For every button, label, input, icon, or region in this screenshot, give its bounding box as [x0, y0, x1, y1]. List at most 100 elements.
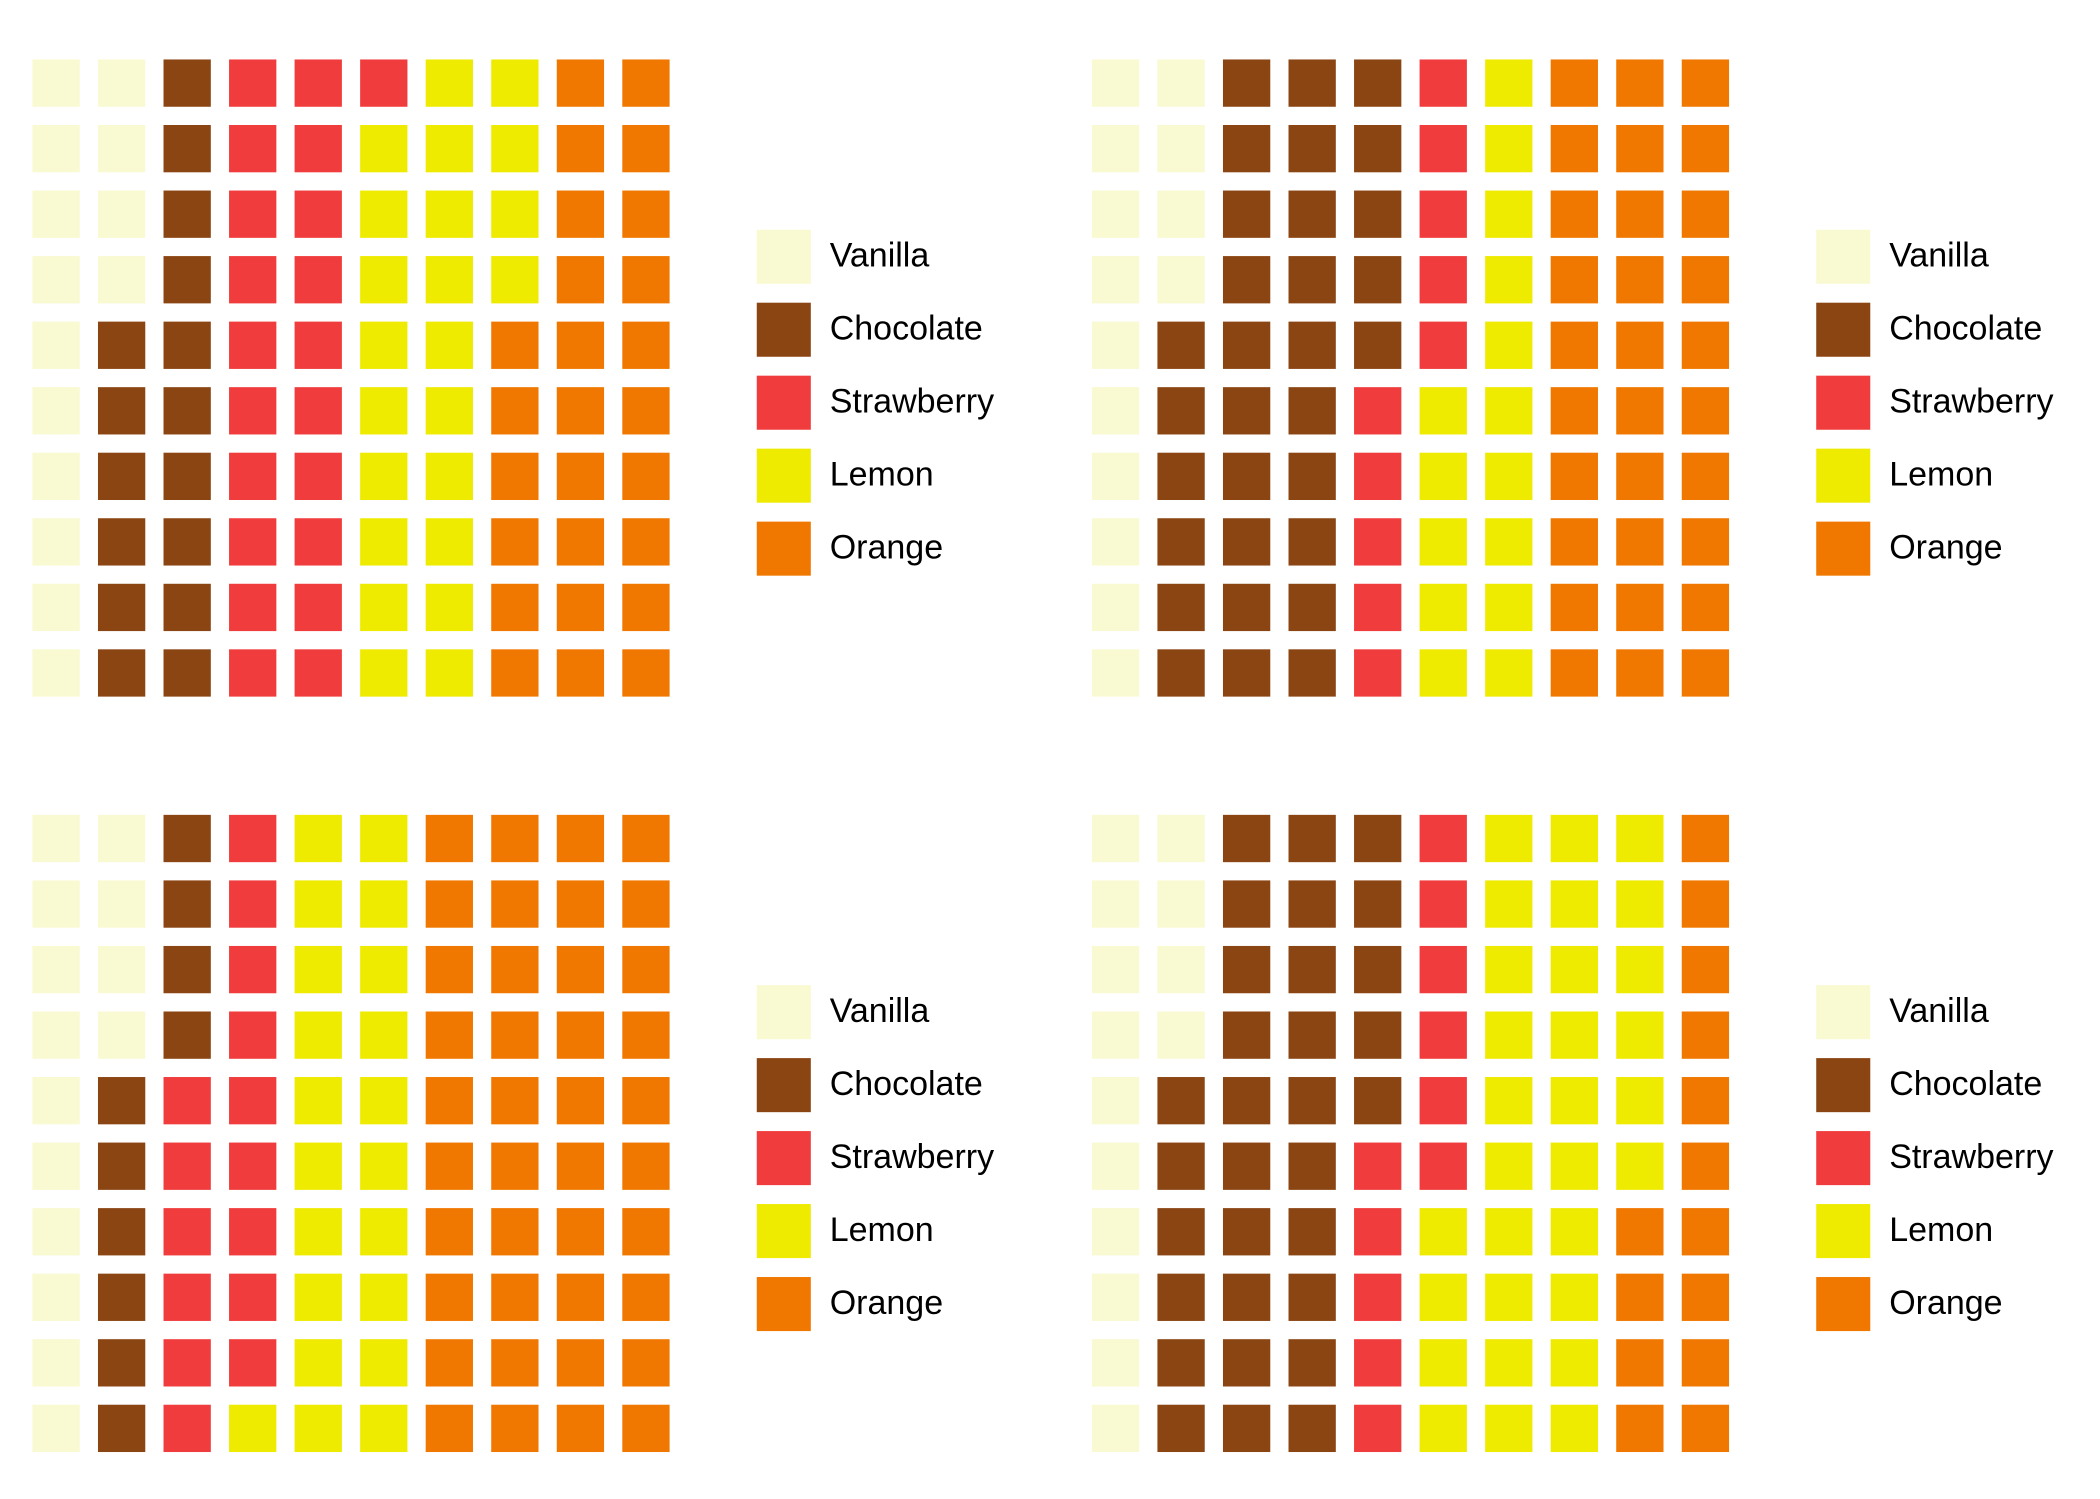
waffle-cell-chocolate [1288, 125, 1336, 173]
waffle-cell-chocolate [1222, 1339, 1271, 1387]
waffle-cell-vanilla [97, 880, 146, 928]
waffle-cell-strawberry [229, 945, 277, 994]
waffle-cell-chocolate [1222, 945, 1271, 994]
waffle-cell-lemon [1616, 945, 1664, 994]
waffle-cell-chocolate [1288, 1077, 1336, 1125]
waffle-cell-strawberry [229, 452, 277, 500]
waffle-panel-2: Vanilla Chocolate Strawberry Lemon Orange [1091, 59, 2054, 697]
waffle-cell-orange [1550, 649, 1598, 697]
waffle-cell-orange [1550, 59, 1598, 107]
waffle-cell-vanilla [1091, 321, 1140, 369]
waffle-cell-lemon [360, 1208, 408, 1256]
waffle-cell-strawberry [1354, 1404, 1402, 1453]
waffle-cell-lemon [1419, 452, 1467, 500]
waffle-cell-chocolate [1222, 321, 1271, 369]
waffle-cell-strawberry [229, 1077, 277, 1125]
waffle-cell-lemon [1485, 1273, 1533, 1321]
waffle-cell-vanilla [32, 321, 80, 369]
waffle-cell-chocolate [1157, 649, 1205, 697]
waffle-cell-lemon [425, 387, 473, 435]
waffle-cell-orange [556, 945, 605, 994]
waffle-cell-orange [1681, 125, 1730, 173]
waffle-cell-vanilla [32, 256, 80, 304]
waffle-cell-orange [1550, 190, 1598, 238]
waffle-cell-chocolate [163, 452, 211, 500]
waffle-cell-strawberry [1354, 518, 1402, 566]
waffle-cell-lemon [425, 125, 473, 173]
waffle-cell-vanilla [1091, 1404, 1140, 1453]
waffle-cell-orange [425, 1339, 473, 1387]
waffle-cell-strawberry [1354, 387, 1402, 435]
waffle-cell-orange [491, 1339, 539, 1387]
waffle-cell-vanilla [32, 1404, 80, 1453]
waffle-cell-orange [622, 1339, 670, 1387]
waffle-cell-chocolate [1157, 1339, 1205, 1387]
waffle-cell-vanilla [1091, 59, 1140, 107]
waffle-cell-orange [1550, 256, 1598, 304]
waffle-cell-orange [1681, 583, 1730, 632]
waffle-cell-lemon [360, 814, 408, 863]
waffle-cell-chocolate [1354, 880, 1402, 928]
waffle-cell-strawberry [229, 256, 277, 304]
waffle-cell-strawberry [294, 518, 342, 566]
waffle-cell-orange [1616, 1339, 1664, 1387]
waffle-cell-vanilla [1157, 59, 1205, 107]
waffle-cell-chocolate [1288, 518, 1336, 566]
waffle-cell-vanilla [1091, 256, 1140, 304]
waffle-cell-strawberry [1354, 1142, 1402, 1190]
waffle-cell-orange [1681, 1142, 1730, 1190]
waffle-cell-orange [1550, 321, 1598, 369]
waffle-cell-vanilla [32, 452, 80, 500]
waffle-cell-orange [556, 649, 605, 697]
waffle-cell-lemon [425, 59, 473, 107]
waffle-cell-chocolate [1157, 1142, 1205, 1190]
waffle-cell-vanilla [32, 814, 80, 863]
waffle-cell-strawberry [1419, 321, 1467, 369]
waffle-cell-orange [1681, 880, 1730, 928]
waffle-cell-chocolate [1222, 1404, 1271, 1453]
waffle-cell-orange [491, 1011, 539, 1059]
waffle-cell-strawberry [229, 1339, 277, 1387]
legend-key-strawberry [756, 375, 811, 430]
waffle-cell-vanilla [1091, 945, 1140, 994]
waffle-cell-orange [1681, 321, 1730, 369]
waffle-cell-lemon [1485, 518, 1533, 566]
legend-key-chocolate [756, 1058, 811, 1113]
waffle-cell-orange [556, 452, 605, 500]
waffle-cell-strawberry [229, 1011, 277, 1059]
waffle-cell-orange [556, 1077, 605, 1125]
waffle-cell-chocolate [1288, 1339, 1336, 1387]
waffle-cell-chocolate [1354, 256, 1402, 304]
waffle-cell-lemon [1419, 1273, 1467, 1321]
waffle-cell-lemon [1485, 945, 1533, 994]
waffle-cell-orange [425, 814, 473, 863]
waffle-cell-orange [425, 1404, 473, 1453]
waffle-cell-lemon [1550, 1077, 1598, 1125]
legend-key-strawberry [1816, 1131, 1871, 1186]
waffle-cell-vanilla [32, 880, 80, 928]
waffle-cell-lemon [360, 256, 408, 304]
waffle-cell-chocolate [1288, 59, 1336, 107]
legend-label-strawberry: Strawberry [830, 383, 994, 421]
waffle-cell-chocolate [1222, 880, 1271, 928]
waffle-cell-lemon [1419, 1404, 1467, 1453]
legend-label-lemon: Lemon [830, 456, 934, 494]
waffle-cell-lemon [1485, 583, 1533, 632]
legend-key-lemon [756, 448, 811, 503]
waffle-cell-orange [491, 1077, 539, 1125]
waffle-cell-lemon [294, 1011, 342, 1059]
waffle-cell-vanilla [1157, 814, 1205, 863]
waffle-cell-orange [556, 880, 605, 928]
waffle-cell-strawberry [294, 59, 342, 107]
waffle-cell-lemon [1419, 1339, 1467, 1387]
waffle-cell-orange [1681, 1339, 1730, 1387]
waffle-cell-orange [1681, 1404, 1730, 1453]
legend-key-lemon [756, 1204, 811, 1259]
waffle-cell-vanilla [1091, 649, 1140, 697]
waffle-cell-lemon [294, 1339, 342, 1387]
waffle-cell-chocolate [1288, 452, 1336, 500]
waffle-cell-orange [1681, 190, 1730, 238]
waffle-cell-strawberry [294, 452, 342, 500]
waffle-cell-orange [556, 814, 605, 863]
waffle-cell-chocolate [163, 125, 211, 173]
